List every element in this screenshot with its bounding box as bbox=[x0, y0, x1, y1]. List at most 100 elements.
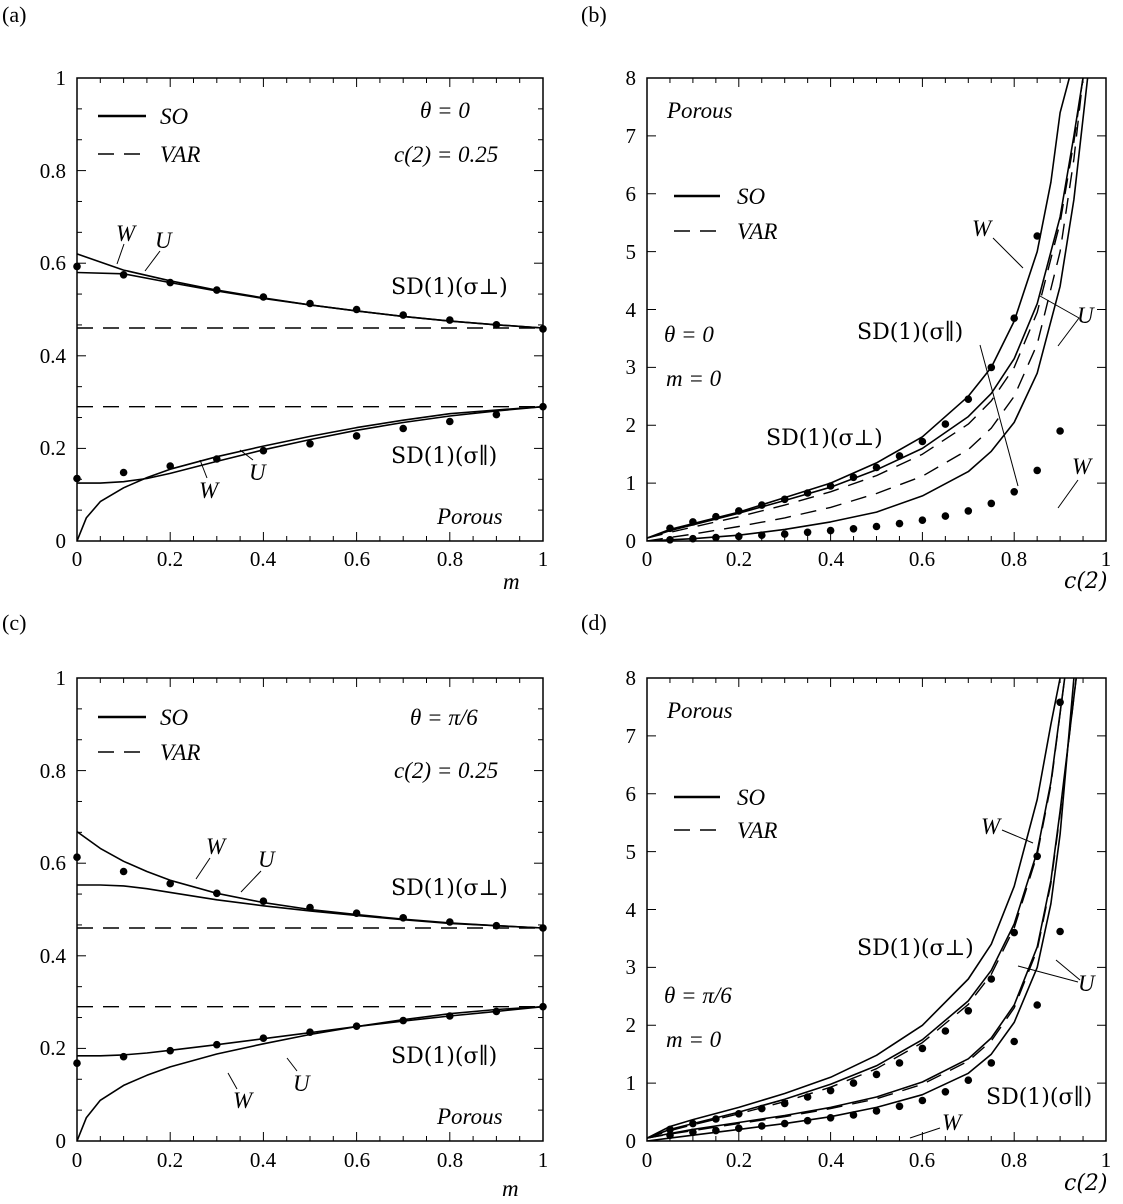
data-point bbox=[850, 525, 858, 533]
data-point bbox=[804, 489, 812, 497]
curve-label-u: U bbox=[258, 847, 276, 872]
x-tick-label: 0 bbox=[642, 1148, 653, 1172]
x-axis-label: c(2) bbox=[1064, 1171, 1107, 1196]
param-theta: θ = 0 bbox=[664, 322, 714, 347]
data-point bbox=[735, 533, 743, 541]
y-tick-label: 1 bbox=[56, 666, 67, 690]
y-tick-labels: 0 0.2 0.4 0.6 0.8 1 bbox=[40, 666, 67, 1153]
data-point bbox=[166, 462, 174, 470]
x-tick-label: 0 bbox=[72, 547, 83, 571]
data-point bbox=[399, 1017, 407, 1025]
data-point bbox=[873, 1107, 881, 1115]
param-theta: θ = π/6 bbox=[410, 705, 478, 730]
x-tick-label: 1 bbox=[1101, 547, 1112, 571]
y-tick-label: 6 bbox=[626, 782, 637, 806]
data-point bbox=[942, 1027, 950, 1035]
y-tick-label: 0.8 bbox=[40, 159, 66, 183]
data-point bbox=[919, 438, 927, 446]
legend: SO VAR bbox=[674, 184, 777, 244]
arrow bbox=[1058, 318, 1079, 346]
panel-label: (d) bbox=[581, 610, 607, 635]
panel-c: (c) 0 0.2 0.4 0.6 0.8 1 0 0.2 0.4 0.6 0.… bbox=[2, 610, 548, 1201]
data-point bbox=[781, 1120, 789, 1128]
data-point bbox=[120, 1053, 128, 1061]
legend: SO VAR bbox=[98, 705, 200, 765]
series-label-par: SD(1)(σ∥) bbox=[391, 1044, 497, 1069]
y-tick-label: 0 bbox=[626, 529, 637, 553]
so-series-line bbox=[647, 678, 1060, 1138]
x-tick-label: 1 bbox=[538, 1148, 549, 1172]
y-tick-label: 1 bbox=[56, 66, 67, 90]
data-point bbox=[965, 1076, 973, 1084]
y-tick-label: 6 bbox=[626, 182, 637, 206]
data-point bbox=[758, 1105, 766, 1113]
param-c2: c(2) = 0.25 bbox=[394, 142, 498, 167]
x-tick-label: 1 bbox=[538, 547, 549, 571]
x-tick-label: 0.8 bbox=[437, 1148, 463, 1172]
data-point bbox=[1056, 427, 1064, 435]
data-point bbox=[919, 1097, 927, 1105]
data-point bbox=[781, 496, 789, 504]
data-point bbox=[446, 918, 454, 926]
x-tick-label: 0.4 bbox=[818, 547, 845, 571]
so-series-line bbox=[647, 78, 1083, 538]
data-point bbox=[735, 1125, 743, 1133]
arrow bbox=[117, 244, 124, 264]
series-label-par: SD(1)(σ∥) bbox=[391, 444, 497, 469]
y-tick-label: 7 bbox=[626, 124, 637, 148]
data-point bbox=[781, 1100, 789, 1108]
data-point bbox=[353, 432, 361, 440]
y-tick-label: 0.2 bbox=[40, 436, 66, 460]
data-point bbox=[166, 880, 174, 888]
series-label-par: SD(1)(σ∥) bbox=[986, 1085, 1092, 1110]
data-point bbox=[873, 523, 881, 531]
data-point bbox=[712, 534, 720, 542]
data-point bbox=[850, 1079, 858, 1087]
x-tick-label: 0 bbox=[72, 1148, 83, 1172]
arrow bbox=[145, 251, 160, 271]
param-theta: θ = 0 bbox=[420, 98, 470, 123]
legend-label-so: SO bbox=[160, 705, 189, 730]
arrow bbox=[287, 1058, 297, 1071]
y-tick-label: 0 bbox=[626, 1129, 637, 1153]
so-series-line bbox=[647, 678, 1065, 1138]
y-tick-label: 1 bbox=[626, 1071, 637, 1095]
plot-data bbox=[647, 678, 1076, 1141]
data-point bbox=[988, 500, 996, 508]
data-point bbox=[120, 271, 128, 279]
legend: SO VAR bbox=[98, 104, 200, 167]
y-tick-labels: 0 1 2 3 4 5 6 7 8 bbox=[626, 66, 637, 553]
y-tick-label: 0 bbox=[56, 529, 67, 553]
data-point bbox=[1010, 314, 1018, 322]
panel-label: (c) bbox=[2, 610, 26, 635]
y-tick-label: 4 bbox=[626, 298, 637, 322]
data-point bbox=[399, 914, 407, 922]
var-series-line bbox=[647, 678, 1076, 1138]
y-tick-label: 0 bbox=[56, 1129, 67, 1153]
data-point bbox=[758, 531, 766, 539]
data-point bbox=[539, 924, 547, 932]
legend-label-so: SO bbox=[737, 785, 766, 810]
data-point bbox=[758, 1122, 766, 1130]
data-point bbox=[873, 464, 881, 472]
data-point bbox=[399, 311, 407, 319]
data-point bbox=[758, 501, 766, 509]
x-axis-label: m bbox=[502, 1176, 519, 1201]
curve-label-u: U bbox=[293, 1071, 311, 1096]
y-tick-label: 5 bbox=[626, 840, 637, 864]
panel-label: (a) bbox=[2, 2, 26, 27]
series-label-perp: SD(1)(σ⊥) bbox=[391, 275, 508, 300]
data-point bbox=[399, 425, 407, 433]
curve-label-w: W bbox=[981, 814, 1002, 839]
x-tick-label: 0.6 bbox=[344, 1148, 370, 1172]
data-point bbox=[712, 513, 720, 521]
so-series-line bbox=[647, 78, 1069, 538]
x-tick-label: 0.2 bbox=[726, 1148, 752, 1172]
panel-label: (b) bbox=[581, 2, 607, 27]
data-point bbox=[666, 536, 674, 544]
data-point bbox=[689, 518, 697, 526]
y-tick-label: 0.2 bbox=[40, 1036, 66, 1060]
data-point bbox=[1010, 929, 1018, 937]
data-point bbox=[942, 1088, 950, 1096]
data-point bbox=[260, 293, 268, 301]
